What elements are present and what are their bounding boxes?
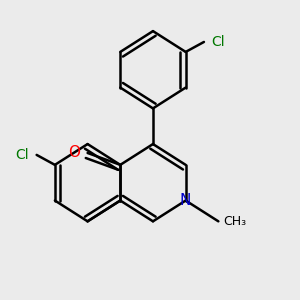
Text: O: O bbox=[68, 146, 80, 160]
Text: N: N bbox=[180, 193, 191, 208]
Text: CH₃: CH₃ bbox=[223, 215, 246, 228]
Text: Cl: Cl bbox=[212, 35, 225, 49]
Text: Cl: Cl bbox=[16, 148, 29, 162]
